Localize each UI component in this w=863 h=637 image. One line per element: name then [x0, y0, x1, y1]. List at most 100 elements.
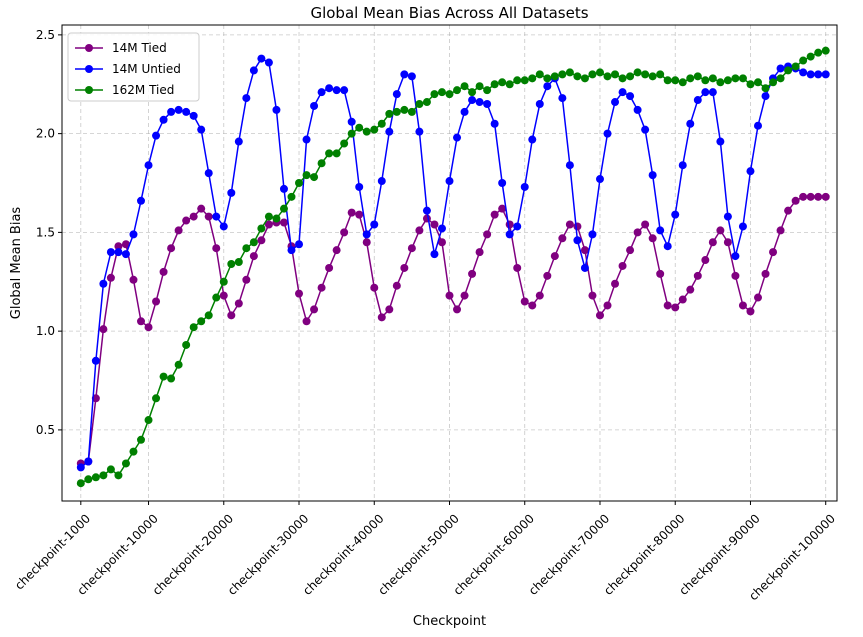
data-point	[723, 76, 732, 85]
data-point	[234, 137, 243, 146]
data-point	[731, 74, 740, 83]
data-point	[686, 119, 695, 128]
data-point	[121, 250, 130, 259]
data-point	[422, 214, 431, 223]
data-point	[573, 236, 582, 245]
data-point	[340, 228, 349, 237]
data-point	[588, 230, 597, 239]
data-point	[182, 216, 191, 225]
legend-marker	[85, 65, 93, 73]
data-point	[437, 238, 446, 247]
data-point	[249, 238, 258, 247]
data-point	[152, 131, 161, 140]
data-point	[106, 248, 115, 257]
data-point	[219, 222, 228, 231]
data-point	[468, 88, 477, 97]
data-point	[355, 182, 364, 191]
data-point	[776, 64, 785, 73]
data-point	[468, 96, 477, 105]
x-tick-label: checkpoint-70000	[526, 511, 612, 597]
data-point	[91, 356, 100, 365]
data-point	[325, 84, 334, 93]
data-point	[799, 68, 808, 77]
legend: 14M Tied 14M Untied 162M Tied	[67, 32, 200, 102]
data-point	[174, 105, 183, 114]
x-tick-label: checkpoint-50000	[375, 511, 461, 597]
series-0	[76, 192, 830, 468]
data-point	[249, 66, 258, 75]
data-point	[648, 234, 657, 243]
data-point	[588, 70, 597, 79]
data-point	[686, 74, 695, 83]
data-point	[392, 90, 401, 99]
data-point	[806, 192, 815, 201]
data-point	[761, 84, 770, 93]
data-point	[671, 210, 680, 219]
data-point	[174, 360, 183, 369]
data-point	[370, 283, 379, 292]
data-point	[671, 76, 680, 85]
legend-label: 14M Untied	[112, 62, 181, 76]
data-point	[663, 76, 672, 85]
data-point	[295, 240, 304, 249]
data-point	[678, 295, 687, 304]
data-point	[656, 70, 665, 79]
y-tick-label: 1.0	[36, 324, 55, 338]
data-point	[197, 125, 206, 134]
data-point	[430, 90, 439, 99]
data-point	[347, 129, 356, 138]
data-point	[535, 291, 544, 300]
data-point	[814, 48, 823, 57]
data-point	[580, 246, 589, 255]
data-point	[91, 473, 100, 482]
data-point	[317, 283, 326, 292]
data-point	[716, 226, 725, 235]
data-point	[821, 192, 830, 201]
data-point	[400, 263, 409, 272]
data-point	[407, 244, 416, 253]
data-point	[204, 311, 213, 320]
data-point	[505, 230, 514, 239]
data-point	[708, 74, 717, 83]
data-point	[325, 263, 334, 272]
legend-marker	[85, 44, 93, 52]
data-point	[754, 78, 762, 87]
data-point	[287, 246, 296, 255]
data-point	[754, 121, 762, 130]
data-point	[279, 218, 288, 227]
data-point	[776, 226, 785, 235]
grid-layer	[62, 25, 837, 501]
data-point	[693, 271, 702, 280]
data-point	[264, 212, 273, 221]
y-tick-label: 2.5	[36, 28, 55, 42]
data-point	[791, 62, 800, 71]
data-point	[114, 471, 123, 480]
data-point	[129, 275, 138, 284]
data-point	[249, 252, 258, 261]
x-tick-label: checkpoint-40000	[300, 511, 386, 597]
data-point	[611, 70, 620, 79]
data-point	[791, 196, 800, 205]
x-tick-label: checkpoint-20000	[150, 511, 236, 597]
data-point	[295, 179, 304, 188]
data-point	[776, 74, 785, 83]
data-point	[347, 208, 356, 217]
data-point	[437, 88, 446, 97]
data-point	[121, 459, 130, 468]
data-point	[641, 220, 650, 229]
data-point	[460, 82, 469, 91]
data-point	[821, 70, 830, 79]
data-point	[310, 305, 319, 314]
data-point	[573, 72, 582, 81]
data-point	[430, 250, 439, 259]
legend-marker	[85, 86, 93, 94]
data-point	[219, 291, 228, 300]
data-point	[475, 98, 484, 107]
data-point	[257, 236, 266, 245]
data-point	[806, 70, 815, 79]
data-point	[498, 204, 507, 213]
data-point	[761, 92, 770, 101]
data-point	[769, 248, 778, 257]
data-point	[415, 100, 424, 108]
data-point	[784, 66, 793, 75]
